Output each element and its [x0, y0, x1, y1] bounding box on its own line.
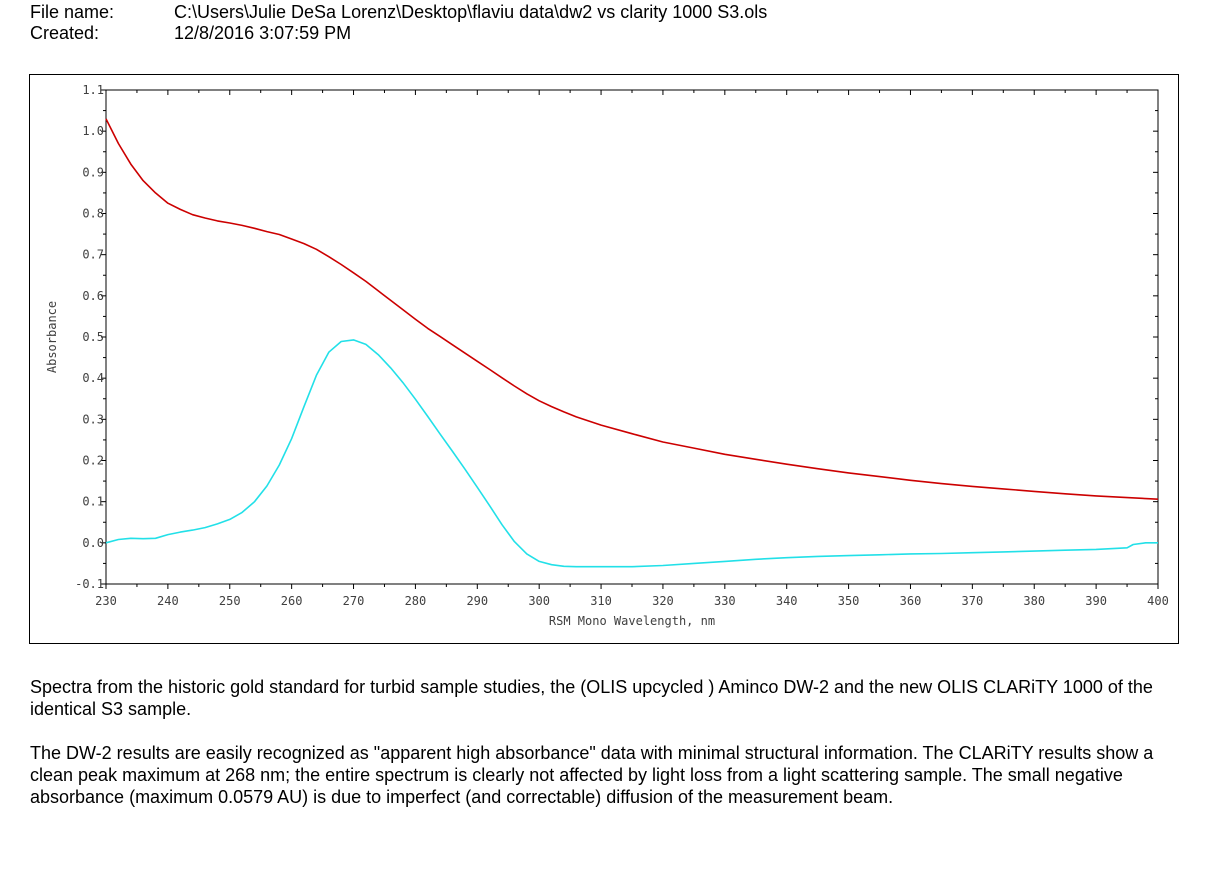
x-tick-label: 260 [281, 594, 303, 608]
series-line-2 [105, 339, 1158, 568]
chart-axes [101, 89, 1159, 589]
caption-paragraph-2: The DW-2 results are easily recognized a… [30, 743, 1154, 807]
chart-labels: 230 240 250 260 270 280 290 300 310 320 330 340 350 3… [45, 83, 1169, 628]
x-tick-label: 360 [900, 594, 922, 608]
x-tick-label: 310 [590, 594, 612, 608]
file-name-row: File name: C:\Users\Julie DeSa Lorenz\De… [30, 2, 767, 23]
chart-series [105, 118, 1159, 568]
y-tick-label: 0.3 [82, 412, 104, 426]
file-name-label: File name: [30, 2, 115, 22]
absorbance-chart: 230 240 250 260 270 280 290 300 310 320 330 340 350 3… [45, 83, 1169, 628]
x-tick-label: 300 [528, 594, 550, 608]
x-tick-label: 340 [776, 594, 798, 608]
x-tick-label: 240 [157, 594, 179, 608]
x-tick-label: 230 [95, 594, 117, 608]
chart-frame: 230 240 250 260 270 280 290 300 310 320 330 340 350 3… [29, 74, 1179, 644]
y-tick-label: 0.5 [82, 330, 104, 344]
x-tick-label: 250 [219, 594, 241, 608]
x-tick-label: 350 [838, 594, 860, 608]
x-tick-label: 320 [652, 594, 674, 608]
series-line-1 [105, 118, 1159, 500]
x-tick-label: 280 [405, 594, 427, 608]
created-value: 12/8/2016 3:07:59 PM [174, 23, 352, 43]
y-tick-label: 0.9 [82, 165, 104, 179]
y-tick-label: 0.4 [82, 371, 104, 385]
x-tick-label: 290 [466, 594, 488, 608]
x-tick-label: 380 [1023, 594, 1045, 608]
x-tick-label: 330 [714, 594, 736, 608]
y-tick-label: 1.0 [82, 124, 104, 138]
y-tick-label: 0.7 [82, 248, 104, 262]
file-header: File name: C:\Users\Julie DeSa Lorenz\De… [30, 2, 767, 44]
y-tick-label: 0.6 [82, 289, 104, 303]
caption-paragraph-1: Spectra from the historic gold standard … [30, 677, 1153, 719]
x-axis-title: RSM Mono Wavelength, nm [549, 614, 715, 628]
y-tick-label: 0.2 [82, 454, 104, 468]
y-tick-label: 0.8 [82, 207, 104, 221]
created-label: Created: [30, 23, 100, 43]
x-tick-label: 390 [1085, 594, 1107, 608]
x-tick-label: 270 [343, 594, 365, 608]
y-tick-label: 0.0 [82, 536, 104, 550]
plot-border [105, 89, 1159, 585]
x-tick-label: 400 [1147, 594, 1169, 608]
file-name-value: C:\Users\Julie DeSa Lorenz\Desktop\flavi… [174, 2, 768, 22]
y-tick-label: 0.1 [82, 495, 104, 509]
y-axis-title: Absorbance [45, 301, 59, 373]
y-tick-label: -0.1 [75, 577, 104, 591]
created-row: Created: 12/8/2016 3:07:59 PM [30, 23, 767, 44]
x-tick-label: 370 [962, 594, 984, 608]
y-tick-label: 1.1 [82, 83, 104, 97]
